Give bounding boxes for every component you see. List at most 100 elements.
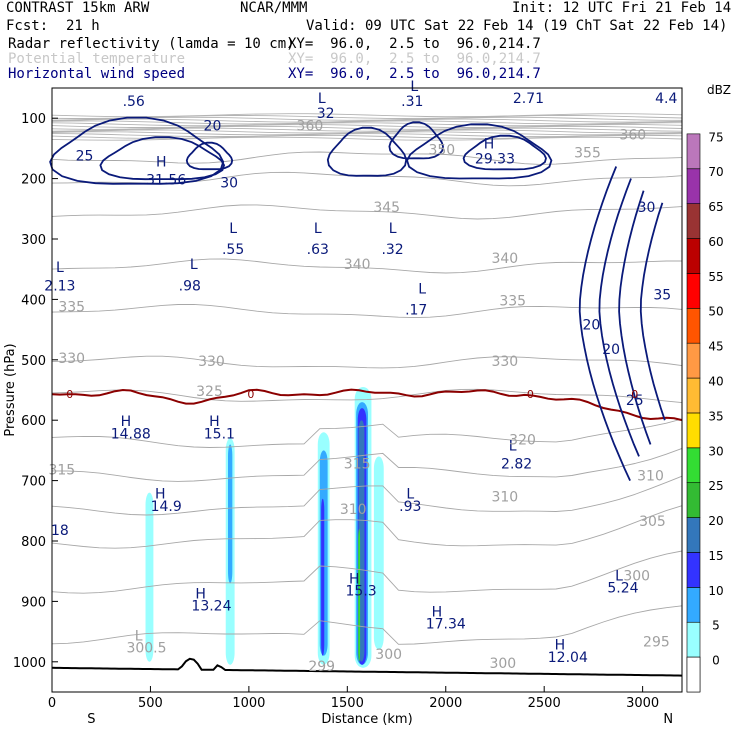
wind-label: .63	[307, 242, 329, 258]
wind-label: L	[318, 91, 326, 107]
theta-label: 360	[619, 127, 646, 143]
reflectivity-layer	[145, 386, 384, 668]
colorbar-swatch	[686, 447, 701, 484]
wind-label: 35	[653, 287, 671, 303]
field-1-xy: XY= 96.0, 2.5 to 96.0,214.7	[288, 36, 541, 52]
colorbar-swatch	[686, 377, 701, 414]
wind-label: 18	[51, 523, 69, 539]
wind-label: .31	[401, 94, 423, 110]
wind-label: 12.04	[548, 650, 588, 666]
theta-label: 340	[344, 257, 371, 273]
theta-label: 310	[637, 469, 664, 485]
theta-label: 310	[491, 490, 518, 506]
wind-label: 15.1	[204, 426, 235, 442]
theta-label: 315	[344, 457, 371, 473]
x-end-label-right: N	[663, 712, 673, 727]
wind-contour	[598, 178, 640, 457]
wind-contour-layer	[49, 116, 683, 677]
theta-label: 360	[297, 118, 324, 134]
colorbar-label: 20	[708, 514, 723, 528]
theta-contour	[51, 303, 683, 319]
wind-contour	[49, 116, 225, 185]
colorbar-swatch	[686, 656, 701, 693]
theta-contour	[51, 120, 683, 125]
colorbar-label: 75	[708, 130, 723, 144]
theta-contour	[51, 116, 682, 121]
wind-label: 30	[220, 176, 238, 192]
y-tick-label: 400	[21, 293, 46, 308]
colorbar-swatch	[686, 307, 701, 344]
reflectivity-cell	[145, 492, 154, 662]
colorbar-label: 25	[708, 479, 723, 493]
x-tick-label: 0	[48, 696, 56, 711]
theta-label: 330	[491, 354, 518, 370]
wind-label: L	[56, 260, 64, 276]
colorbar-label: 5	[712, 619, 720, 633]
wind-label: 15.3	[346, 583, 377, 599]
wind-label: H	[555, 638, 566, 654]
wind-contour	[578, 166, 631, 481]
wind-label: .17	[405, 303, 427, 319]
field-2-xy: XY= 96.0, 2.5 to 96.0,214.7	[288, 51, 541, 67]
theta-label: 300	[375, 647, 402, 663]
theta-label: L	[135, 629, 143, 645]
theta-contour	[51, 134, 683, 139]
colorbar-swatch	[686, 133, 701, 170]
theta-label: 330	[198, 354, 225, 370]
wind-contour	[406, 123, 553, 180]
theta-label: 305	[639, 514, 666, 530]
y-tick-label: 200	[21, 173, 46, 188]
colorbar-label: 45	[708, 340, 723, 354]
wind-label: H	[195, 586, 206, 602]
theta-contour	[51, 204, 683, 220]
colorbar-label: 60	[708, 235, 723, 249]
wind-label: L	[418, 281, 426, 297]
theta-contour	[51, 136, 683, 141]
wind-label: H	[484, 136, 495, 152]
y-tick-label: 500	[21, 354, 46, 369]
wind-label: 17.34	[426, 617, 466, 633]
plot-frame	[51, 87, 683, 693]
init-time: Init: 12 UTC Fri 21 Feb 14	[512, 0, 732, 16]
theta-contour	[51, 388, 683, 404]
y-tick-label: 800	[21, 535, 46, 550]
wind-contour	[185, 141, 234, 171]
wind-label: L	[229, 221, 237, 237]
wind-label: L	[410, 79, 418, 95]
colorbar-swatch	[686, 342, 701, 379]
wind-label: H	[432, 605, 443, 621]
x-tick-label: 1500	[331, 696, 364, 711]
wind-label: 5.24	[607, 580, 638, 596]
colorbar-label: 70	[708, 165, 723, 179]
y-tick-label: 300	[21, 233, 46, 248]
wind-label: H	[156, 155, 167, 171]
wind-label: 14.88	[111, 426, 151, 442]
theta-contour	[51, 605, 683, 645]
theta-label: 335	[58, 299, 85, 315]
theta-label: 345	[373, 200, 400, 216]
theta-label: 299	[308, 659, 335, 675]
y-tick-label: 100	[21, 112, 46, 127]
theta-label: 340	[491, 251, 518, 267]
theta-contour	[51, 115, 683, 119]
colorbar-swatch	[686, 273, 701, 309]
fcst-label: Fcst:	[6, 18, 49, 34]
theta-contour	[51, 131, 683, 136]
theta-contour	[51, 505, 683, 549]
org-label: NCAR/MMM	[240, 0, 308, 16]
wind-label: L	[389, 221, 397, 237]
wind-label: L	[509, 438, 517, 454]
x-tick-label: 1000	[232, 696, 265, 711]
y-tick-label: 1000	[13, 656, 46, 671]
x-tick-label: 2500	[528, 696, 561, 711]
wind-label: L	[406, 487, 414, 503]
wind-label: L	[190, 257, 198, 273]
wind-label: L	[615, 568, 623, 584]
zero-isotherm	[51, 388, 683, 422]
isotherm-label: 0	[66, 388, 73, 401]
theta-label: 320	[509, 432, 536, 448]
theta-label: 325	[196, 384, 223, 400]
theta-label: 330	[58, 351, 85, 367]
